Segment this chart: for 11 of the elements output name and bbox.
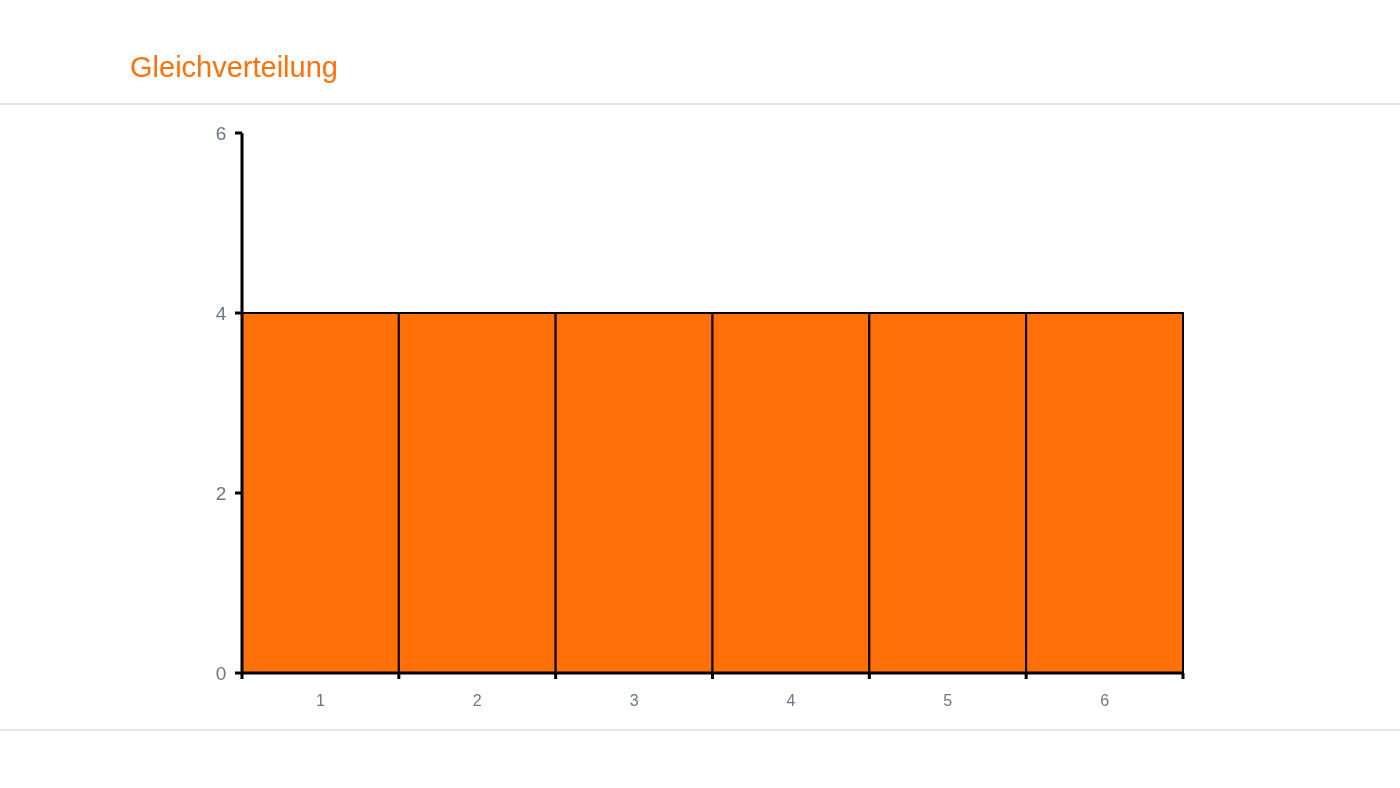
- y-tick-label: 2: [215, 482, 227, 504]
- x-tick-label: 3: [629, 692, 639, 709]
- x-tick-label: 6: [1100, 692, 1110, 709]
- x-tick-label: 1: [315, 692, 325, 709]
- y-tick-label: 0: [215, 662, 227, 684]
- y-tick-label: 4: [215, 302, 227, 324]
- x-tick-label: 5: [943, 692, 953, 709]
- y-tick-label: 6: [215, 122, 227, 144]
- x-tick-label: 4: [786, 692, 796, 709]
- x-tick-label: 2: [472, 692, 482, 709]
- chart-title: Gleichverteilung: [130, 51, 338, 83]
